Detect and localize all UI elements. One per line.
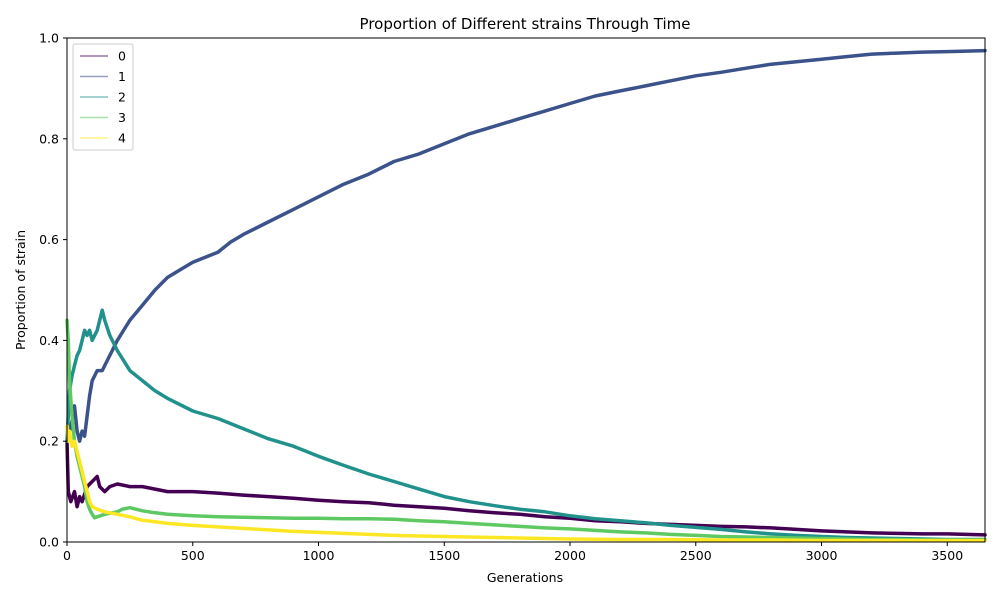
x-tick-label: 3000 — [806, 548, 838, 563]
x-axis-title: Generations — [487, 570, 563, 585]
y-axis: 0.0 0.2 0.4 0.6 0.8 1.0 — [39, 31, 67, 550]
series-line-1 — [65, 48, 987, 443]
x-tick-label: 500 — [181, 548, 205, 563]
x-tick-label: 2000 — [554, 548, 586, 563]
y-axis-title: Proportion of strain — [13, 230, 28, 350]
series-line-2 — [65, 308, 987, 542]
series-line-4 — [65, 424, 987, 543]
x-tick-label: 2500 — [680, 548, 712, 563]
x-tick-label: 1000 — [303, 548, 335, 563]
legend-label-3: 3 — [118, 110, 126, 125]
x-tick-label: 3500 — [931, 548, 963, 563]
y-tick-label: 0.2 — [39, 434, 59, 449]
series-line-3 — [65, 318, 987, 542]
x-axis: 0 500 1000 1500 2000 2500 3000 3500 — [63, 542, 963, 563]
series-line-0 — [65, 439, 987, 537]
y-tick-label: 0.6 — [39, 232, 59, 247]
legend: 0 1 2 3 4 — [72, 43, 134, 151]
series-layer — [65, 48, 987, 543]
legend-label-4: 4 — [118, 131, 126, 146]
x-tick-label: 1500 — [428, 548, 460, 563]
legend-label-2: 2 — [118, 90, 126, 105]
y-tick-label: 0.0 — [39, 535, 59, 550]
legend-label-1: 1 — [118, 69, 126, 84]
x-tick-label: 0 — [63, 548, 71, 563]
legend-label-0: 0 — [118, 49, 126, 64]
y-tick-label: 0.8 — [39, 131, 59, 146]
y-tick-label: 1.0 — [39, 31, 59, 46]
y-tick-label: 0.4 — [39, 333, 59, 348]
chart-title: Proportion of Different strains Through … — [360, 15, 691, 33]
plot-frame — [66, 37, 986, 543]
